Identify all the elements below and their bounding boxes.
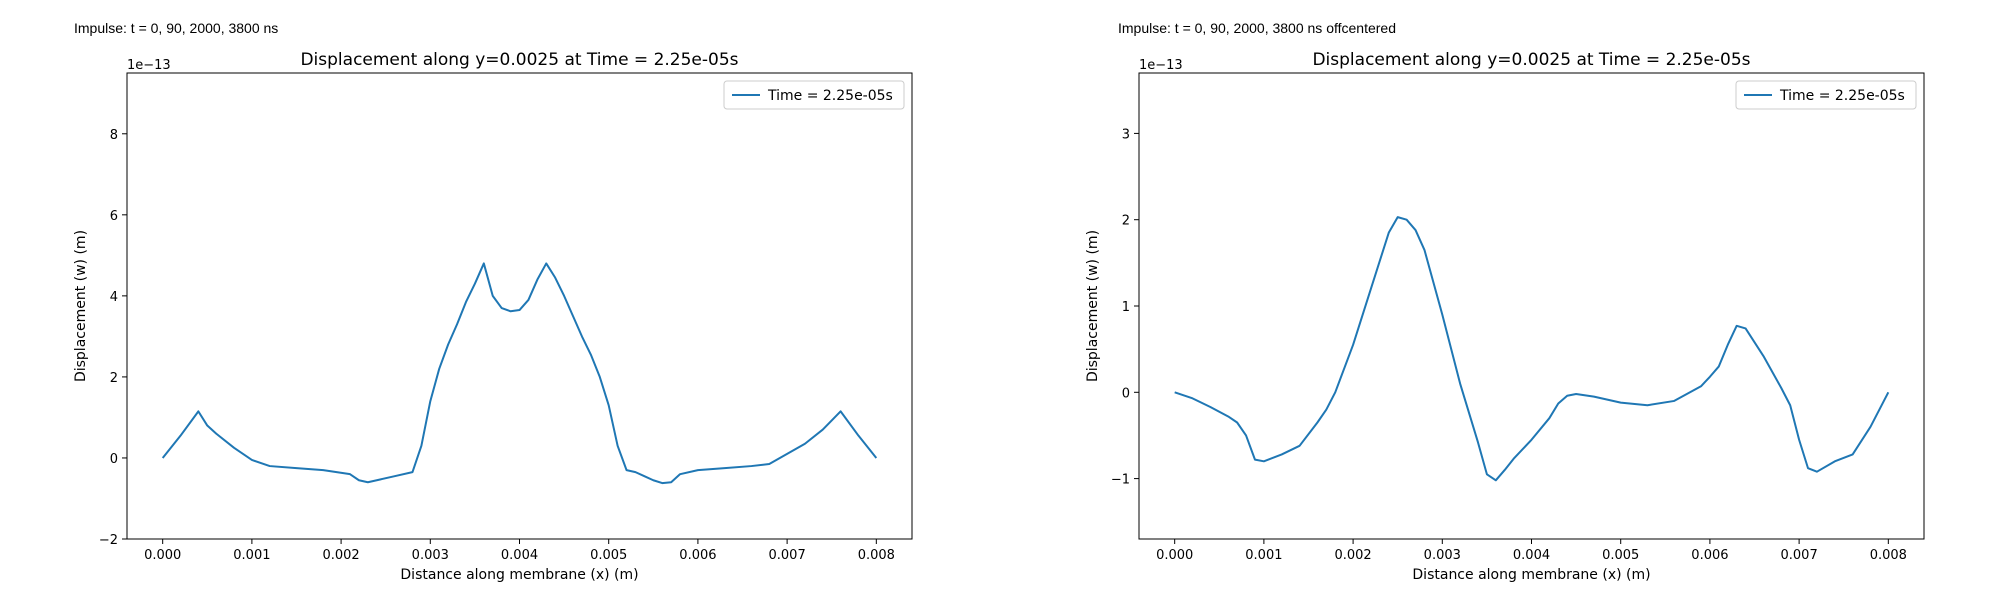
y-axis-label: Displacement (w) (m)	[73, 230, 89, 382]
x-axis-label: Distance along membrane (x) (m)	[400, 567, 638, 583]
legend-label: Time = 2.25e-05s	[1779, 88, 1905, 104]
chart-title: Displacement along y=0.0025 at Time = 2.…	[300, 50, 738, 70]
y-tick-label: 0	[1122, 386, 1130, 401]
y-tick-label: −1	[1111, 473, 1130, 488]
x-tick-label: 0.003	[412, 548, 449, 563]
chart-title: Displacement along y=0.0025 at Time = 2.…	[1312, 50, 1750, 70]
panel-caption-left: Impulse: t = 0, 90, 2000, 3800 ns	[74, 20, 279, 36]
x-tick-label: 0.005	[590, 548, 627, 563]
y-tick-label: 8	[110, 128, 118, 143]
legend-box	[723, 80, 905, 110]
plot-frame	[126, 72, 913, 540]
x-tick-label: 0.003	[1424, 548, 1461, 563]
x-tick-label: 0.006	[679, 548, 716, 563]
y-axis-label: Displacement (w) (m)	[1085, 230, 1101, 382]
y-offset-text: 1e−13	[1139, 58, 1183, 73]
x-tick-label: 0.006	[1691, 548, 1728, 563]
y-tick-label: 6	[110, 209, 118, 224]
y-offset-text: 1e−13	[127, 58, 171, 73]
x-tick-label: 0.008	[1870, 548, 1907, 563]
x-tick-label: 0.002	[322, 548, 359, 563]
y-tick-label: 0	[110, 452, 118, 467]
x-tick-label: 0.008	[858, 548, 895, 563]
y-tick-label: −2	[99, 533, 118, 548]
legend-box	[1735, 80, 1917, 110]
legend: Time = 2.25e-05s	[1735, 80, 1917, 110]
x-axis-label: Distance along membrane (x) (m)	[1412, 567, 1650, 583]
series-line	[1174, 216, 1890, 482]
x-tick-label: 0.004	[501, 548, 538, 563]
legend-label: Time = 2.25e-05s	[767, 88, 893, 104]
series-line	[161, 262, 878, 485]
x-tick-label: 0.007	[769, 548, 806, 563]
y-tick-label: 2	[1122, 214, 1130, 229]
x-tick-label: 0.002	[1334, 548, 1371, 563]
x-tick-label: 0.007	[1781, 548, 1818, 563]
x-tick-label: 0.001	[233, 548, 270, 563]
y-tick-label: 4	[110, 290, 118, 305]
x-tick-label: 0.005	[1602, 548, 1639, 563]
panel-caption-right: Impulse: t = 0, 90, 2000, 3800 ns offcen…	[1118, 20, 1396, 36]
legend: Time = 2.25e-05s	[723, 80, 905, 110]
x-tick-label: 0.000	[1156, 548, 1193, 563]
y-tick-label: 2	[110, 371, 118, 386]
chart-right: Displacement along y=0.0025 at Time = 2.…	[1085, 50, 1925, 583]
y-tick-label: 3	[1122, 127, 1130, 142]
chart-left: Displacement along y=0.0025 at Time = 2.…	[73, 50, 913, 583]
x-tick-label: 0.001	[1245, 548, 1282, 563]
x-tick-label: 0.004	[1513, 548, 1550, 563]
y-tick-label: 1	[1122, 300, 1130, 315]
plot-frame	[1138, 72, 1925, 540]
x-tick-label: 0.000	[144, 548, 181, 563]
